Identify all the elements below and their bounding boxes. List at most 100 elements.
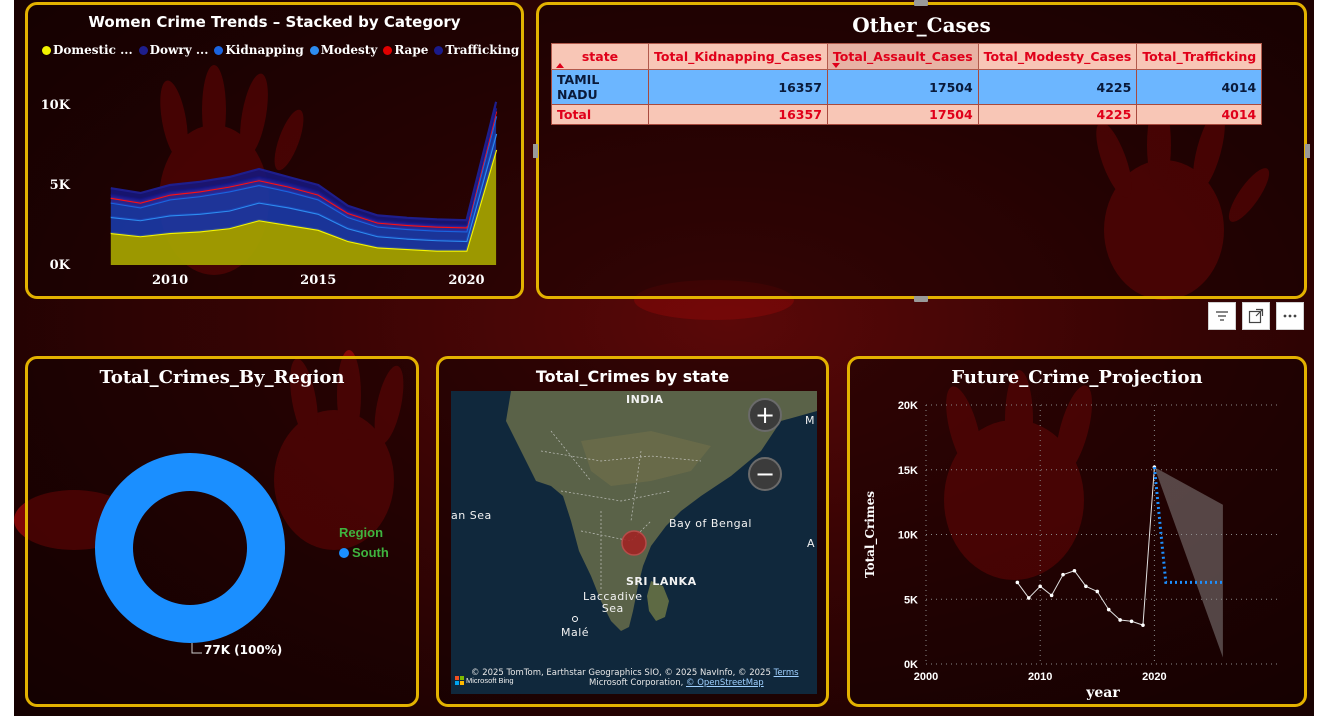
resize-handle-left[interactable] [533, 144, 538, 158]
historical-point [1118, 618, 1122, 622]
resize-handle-top[interactable] [914, 0, 928, 6]
projection-chart-svg: 0K 5K 10K 15K 20K 2000 2010 2020 year Total_Crime… [863, 400, 1280, 701]
credit-line-1: © 2025 TomTom, Earthstar Geographics SIO… [471, 668, 799, 678]
historical-point [1129, 619, 1134, 624]
donut-slice-south [94, 453, 285, 643]
historical-line [1016, 467, 1155, 626]
area-series-1 [110, 133, 497, 251]
historical-point [1072, 568, 1077, 573]
filter-button[interactable] [1208, 302, 1236, 330]
legend-item-kidnapping[interactable]: Kidnapping [214, 43, 304, 57]
focus-mode-icon [1248, 308, 1264, 324]
y-tick-label: 5K [50, 178, 71, 193]
legend-dot-icon [383, 45, 393, 55]
cell-kidnapping: 16357 [648, 69, 828, 105]
y-tick-label: 0K [904, 659, 918, 671]
other-cases-title: Other_Cases [852, 13, 991, 37]
y-tick-label: 10K [898, 530, 918, 542]
legend-item-rape[interactable]: Rape [383, 43, 428, 57]
trends-chart-svg: 0K 5K 10K 2010 2015 2020 [41, 98, 498, 288]
historical-point [1106, 607, 1111, 612]
map-label-male: Malé [561, 626, 590, 639]
trends-legend: Domestic ... Dowry ... Kidnapping Modest… [42, 43, 519, 57]
legend-label: Modesty [320, 43, 378, 57]
bing-brand-text: Microsoft Bing [466, 676, 514, 685]
region-legend-title: Region [339, 525, 384, 540]
table-row[interactable]: TAMIL NADU 16357 17504 4225 4014 [551, 69, 1263, 105]
y-tick-label: 20K [898, 400, 918, 412]
projection-title: Future_Crime_Projection [951, 367, 1203, 388]
y-tick-label: 0K [50, 258, 71, 273]
map-credits: © 2025 TomTom, Earthstar Geographics SIO… [471, 668, 799, 688]
crimes-by-region-panel[interactable]: Total_Crimes_By_Region Region South 77K … [25, 356, 419, 707]
other-cases-panel[interactable]: Other_Cases state Total_Kidnapping_Cases… [536, 2, 1307, 299]
legend-label: Trafficking [445, 43, 520, 57]
region-legend-label: South [352, 545, 389, 560]
legend-label: Rape [394, 43, 429, 57]
table-total-row: Total 16357 17504 4225 4014 [551, 104, 1263, 125]
india-map-svg [451, 391, 817, 694]
credit-line-2: Microsoft Corporation, © OpenStreetMap [471, 678, 799, 688]
map-title: Total_Crimes by state [535, 367, 730, 386]
column-header-kidnapping[interactable]: Total_Kidnapping_Cases [648, 43, 828, 70]
x-tick-label: 2010 [152, 273, 188, 288]
map-label-bay-of-bengal: Bay of Bengal [669, 517, 752, 530]
more-options-button[interactable] [1276, 302, 1304, 330]
other-cases-table: state Total_Kidnapping_Cases Total_Assau… [551, 43, 1263, 125]
historical-point [1026, 596, 1031, 600]
zoom-in-button[interactable]: + [748, 398, 782, 432]
column-header-trafficking[interactable]: Total_Trafficking [1136, 43, 1263, 70]
column-header-modesty[interactable]: Total_Modesty_Cases [977, 43, 1138, 70]
area-series-0 [110, 149, 497, 265]
legend-item-trafficking[interactable]: Trafficking [434, 43, 519, 57]
legend-item-modesty[interactable]: Modesty [309, 43, 378, 57]
legend-dot-icon [309, 45, 319, 55]
dashboard-canvas: Women Crime Trends – Stacked by Category… [14, 0, 1314, 716]
line-series-5 [110, 101, 498, 222]
credit-text: © 2025 TomTom, Earthstar Geographics SIO… [471, 668, 771, 678]
region-legend-item-south[interactable]: South [339, 545, 389, 560]
microsoft-logo-icon [455, 676, 464, 685]
column-header-state[interactable]: state [551, 43, 649, 70]
legend-label: Kidnapping [225, 43, 304, 57]
women-crime-trends-panel[interactable]: Women Crime Trends – Stacked by Category… [25, 2, 524, 299]
legend-label: Domestic ... [53, 43, 133, 57]
column-header-label: state [581, 49, 619, 64]
map-label-laccadive-sea: Laccadive Sea [583, 590, 643, 615]
resize-handle-right[interactable] [1305, 144, 1310, 158]
legend-item-domestic[interactable]: Domestic ... [42, 43, 133, 57]
historical-point [1061, 572, 1065, 577]
resize-handle-bottom[interactable] [914, 296, 928, 302]
cell-assault: 17504 [826, 69, 979, 105]
terms-link[interactable]: Terms [773, 668, 799, 678]
legend-item-dowry[interactable]: Dowry ... [138, 43, 208, 57]
column-header-assault[interactable]: Total_Assault_Cases [826, 43, 979, 70]
region-title: Total_Crimes_By_Region [99, 367, 345, 388]
cell-trafficking: 4014 [1136, 69, 1263, 105]
x-tick-label: 2020 [448, 273, 484, 288]
cell-total-kidnapping: 16357 [648, 104, 828, 125]
map-canvas[interactable]: INDIA Bay of Bengal SRI LANKA Laccadive … [451, 391, 817, 694]
future-projection-panel[interactable]: Future_Crime_Projection 0K 5K 10K 15K 20K 200… [847, 356, 1307, 707]
legend-dot-icon [214, 45, 224, 55]
crimes-by-state-map-panel[interactable]: Total_Crimes by state INDIA Bay [436, 356, 829, 707]
map-label-sea: an Sea [451, 509, 492, 522]
osm-link[interactable]: © OpenStreetMap [686, 678, 764, 688]
x-tick-label: 2015 [300, 273, 336, 288]
cell-total-label: Total [551, 104, 649, 125]
column-header-label: Total_Trafficking [1142, 49, 1257, 64]
legend-dot-icon [434, 45, 444, 55]
y-axis-title: Total_Crimes [863, 491, 878, 578]
y-tick-label: 10K [41, 98, 71, 113]
cell-state: TAMIL NADU [551, 69, 649, 105]
credit-text: Microsoft Corporation, [589, 678, 684, 688]
table-header-row: state Total_Kidnapping_Cases Total_Assau… [551, 43, 1263, 70]
historical-point [1084, 584, 1088, 589]
forecast-line [1152, 467, 1223, 584]
more-options-icon [1283, 314, 1297, 318]
sort-ascending-icon [556, 63, 564, 68]
historical-point [1015, 580, 1020, 585]
focus-mode-button[interactable] [1242, 302, 1270, 330]
zoom-out-button[interactable]: − [748, 457, 782, 491]
bing-logo: Microsoft Bing [455, 676, 514, 685]
